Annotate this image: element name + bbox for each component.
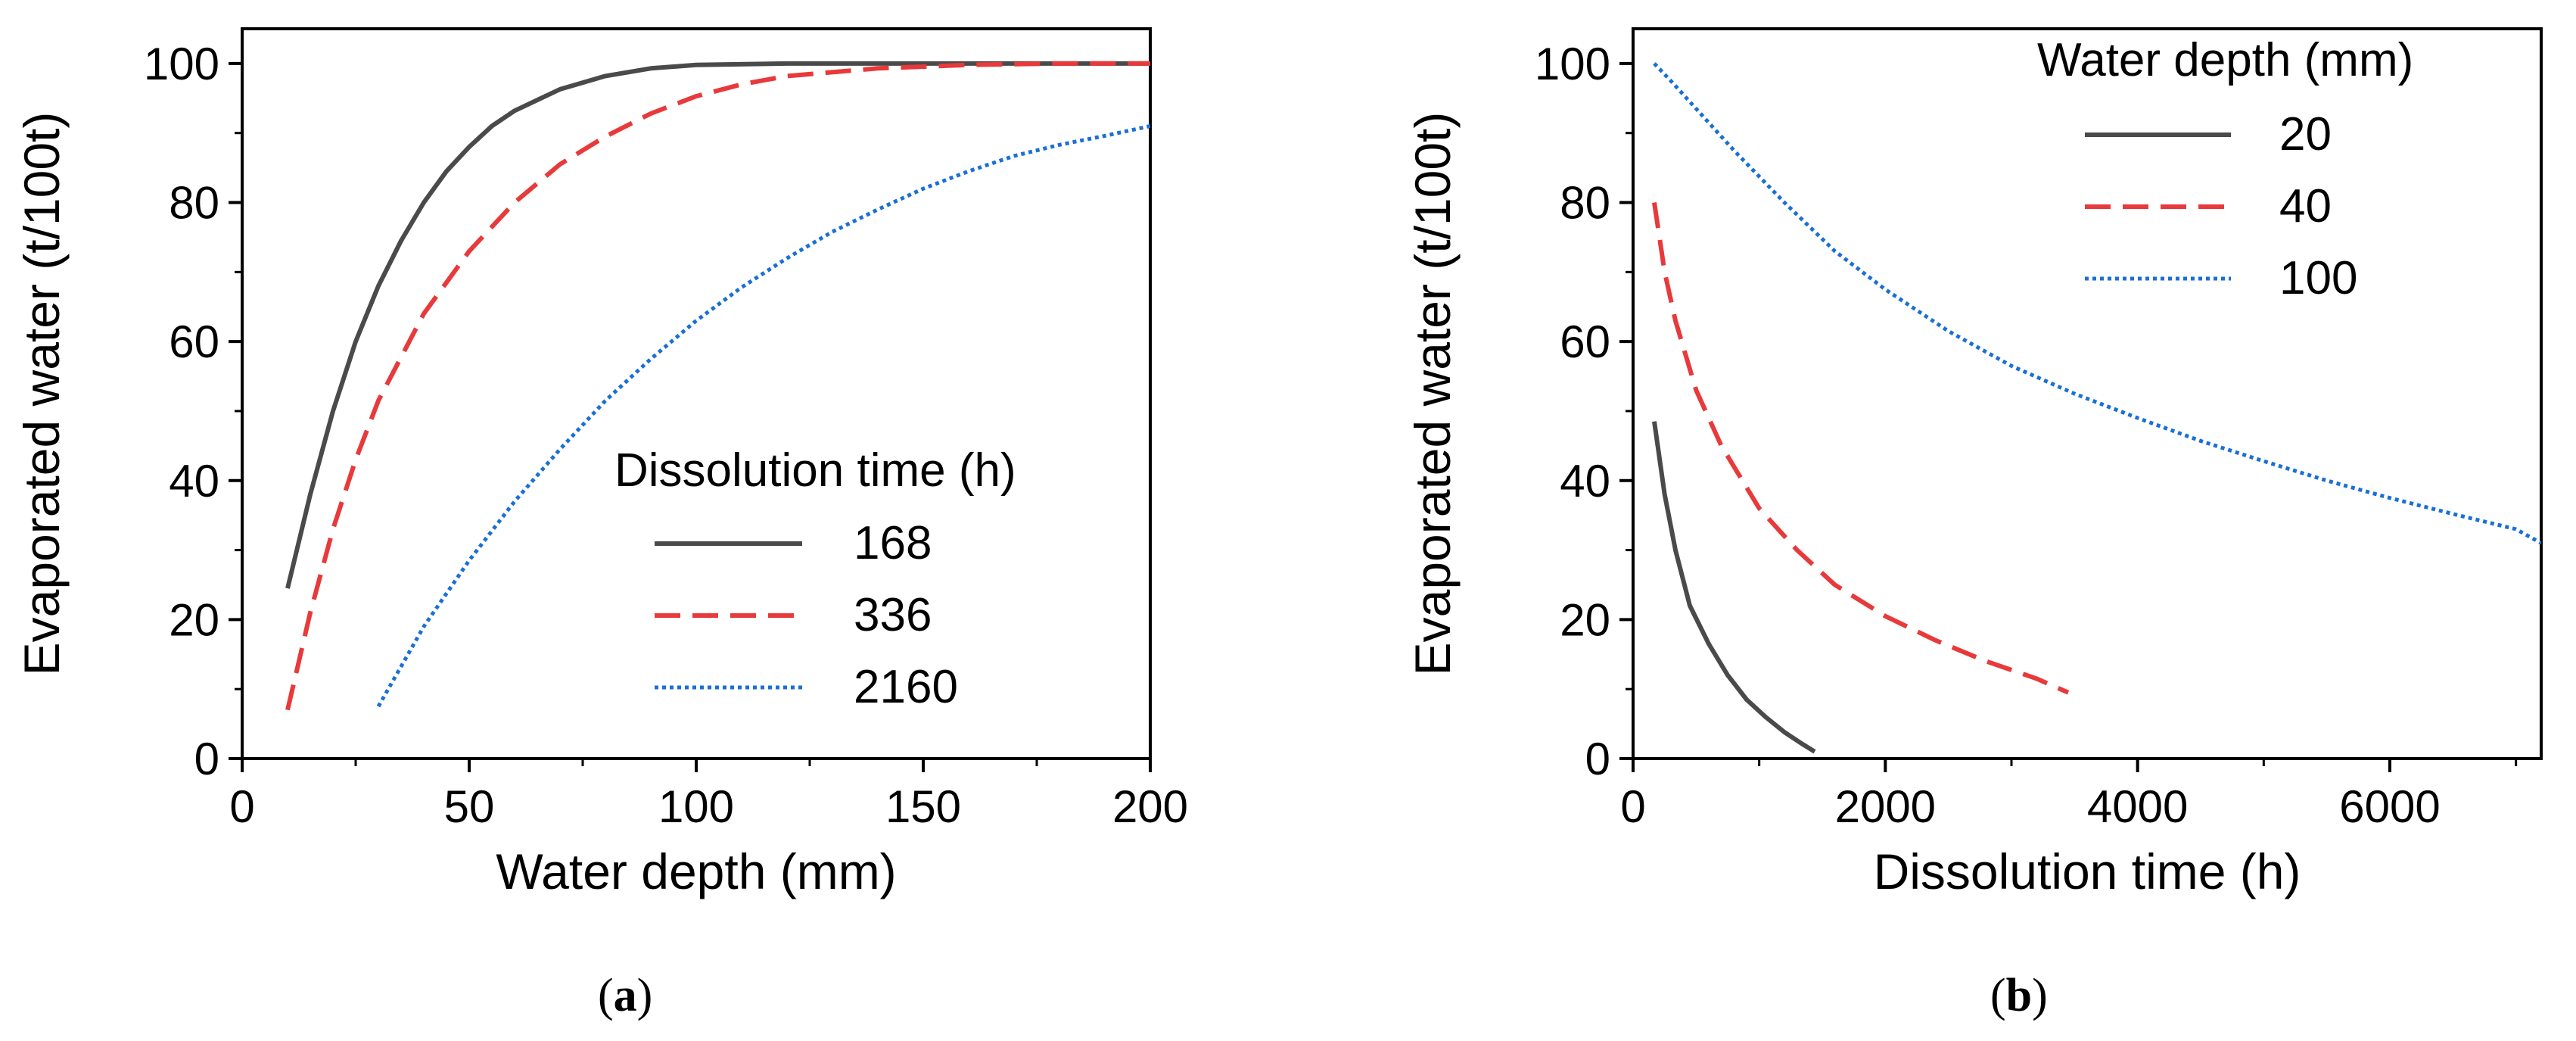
x-axis-title: Dissolution time (h) <box>1874 843 2301 899</box>
series-line-100 <box>1653 62 2541 545</box>
legend-label-100: 100 <box>2279 252 2357 304</box>
legend-label-336: 336 <box>854 589 932 641</box>
series-line-168 <box>285 61 1150 589</box>
legend-label-168: 168 <box>854 517 932 569</box>
y-axis-title: Evaporated water (t/100t) <box>1405 112 1461 676</box>
x-tick-label: 4000 <box>2087 781 2188 832</box>
series-line-336 <box>285 61 1150 711</box>
plot-frame <box>1632 27 2543 760</box>
series-line-40 <box>1652 202 2070 695</box>
y-tick-label: 0 <box>194 734 219 784</box>
x-tick-label: 100 <box>658 781 734 832</box>
y-tick-label: 60 <box>169 316 219 367</box>
y-axis-title: Evaporated water (t/100t) <box>14 112 70 676</box>
y-tick-label: 80 <box>1560 178 1610 229</box>
y-tick-label: 40 <box>169 456 219 506</box>
legend-label-2160: 2160 <box>854 661 958 713</box>
panel-label: (b) <box>1990 970 2048 1021</box>
y-tick-label: 20 <box>169 594 219 645</box>
panel-label: (a) <box>598 970 652 1021</box>
chart-panel-b: 0 2000 4000 6000 0 20 40 60 80 100 Dissolution tim… <box>1405 27 2543 1021</box>
legend-label-20: 20 <box>2279 108 2332 161</box>
legend-label-40: 40 <box>2279 180 2332 232</box>
x-tick-label: 0 <box>229 781 254 832</box>
x-tick-label: 50 <box>444 781 495 832</box>
x-axis-title: Water depth (mm) <box>496 843 896 899</box>
x-tick-label: 2000 <box>1835 781 1936 832</box>
x-tick-label: 0 <box>1620 781 1645 832</box>
series-line-20 <box>1652 421 1816 754</box>
plot-frame <box>241 27 1152 760</box>
chart-panel-a: 0 50 100 150 200 0 20 40 60 80 100 Water depth (mm)… <box>14 27 1188 1021</box>
y-tick-label: 40 <box>1560 456 1610 506</box>
x-tick-label: 150 <box>885 781 961 832</box>
y-tick-label: 100 <box>1535 39 1610 89</box>
y-tick-label: 80 <box>169 178 219 229</box>
x-tick-label: 200 <box>1112 781 1188 832</box>
series-line-2160 <box>376 124 1150 708</box>
y-tick-label: 100 <box>144 39 219 89</box>
y-tick-label: 20 <box>1560 594 1610 645</box>
legend-title: Water depth (mm) <box>2037 34 2413 86</box>
y-tick-label: 0 <box>1585 734 1610 784</box>
x-tick-label: 6000 <box>2339 781 2440 832</box>
legend-title: Dissolution time (h) <box>614 444 1016 497</box>
y-tick-label: 60 <box>1560 316 1610 367</box>
